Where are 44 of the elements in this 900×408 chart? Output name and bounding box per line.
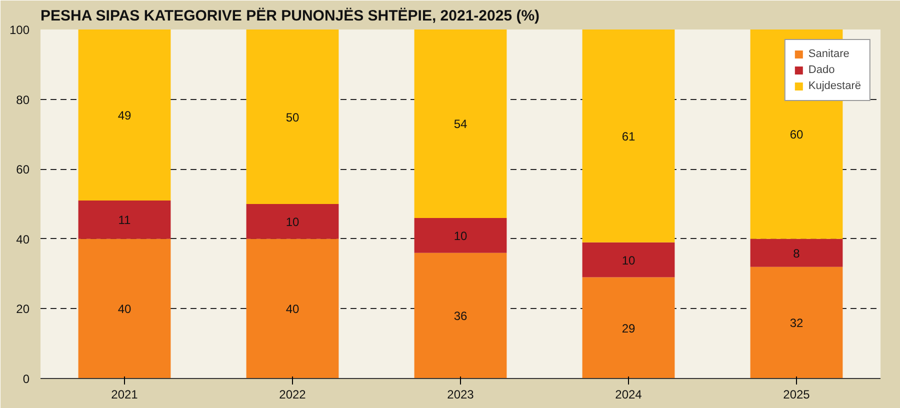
chart-title: PESHA SIPAS KATEGORIVE PËR PUNONJËS SHTËPIE, 2021-2025 (%) [40,8,540,24]
data-label: 10 [454,228,468,243]
bar [78,30,171,201]
data-label: 49 [118,108,132,123]
y-tick-label: 0 [22,372,30,386]
data-label: 40 [286,302,300,316]
legend-label: Dado [808,64,835,76]
x-tick-label: 2025 [783,388,810,402]
bar [246,30,339,204]
data-label: 10 [286,214,300,229]
data-label: 32 [790,316,804,330]
legend-label: Kujdestarë [808,80,861,92]
y-tick-label: 60 [16,162,30,177]
bar [78,238,171,378]
data-label: 8 [793,246,800,260]
data-label: 50 [286,110,300,124]
bar [582,242,675,278]
legend-label: Sanitare [808,48,850,60]
y-tick-label: 40 [16,232,30,246]
bar [246,204,339,239]
bar [582,30,675,242]
data-label: 11 [118,213,132,228]
bar [78,200,171,239]
bar [414,30,507,218]
bar [750,266,843,378]
data-label: 36 [454,309,468,324]
data-label: 54 [454,117,468,132]
bar [582,277,675,378]
data-label: 40 [118,302,132,316]
data-label: 60 [790,128,804,142]
x-tick-label: 2021 [111,388,138,402]
bar [750,238,843,267]
data-label: 61 [622,129,636,144]
data-label: 29 [622,321,636,336]
x-tick-label: 2024 [615,388,642,402]
bar [414,252,507,378]
x-tick-label: 2023 [447,388,474,402]
x-tick-label: 2022 [279,388,306,402]
y-tick-label: 100 [9,23,30,37]
bar [414,218,507,253]
bar [246,238,339,378]
data-label: 10 [622,253,636,268]
y-tick-label: 20 [16,302,30,316]
y-tick-label: 80 [16,92,30,107]
